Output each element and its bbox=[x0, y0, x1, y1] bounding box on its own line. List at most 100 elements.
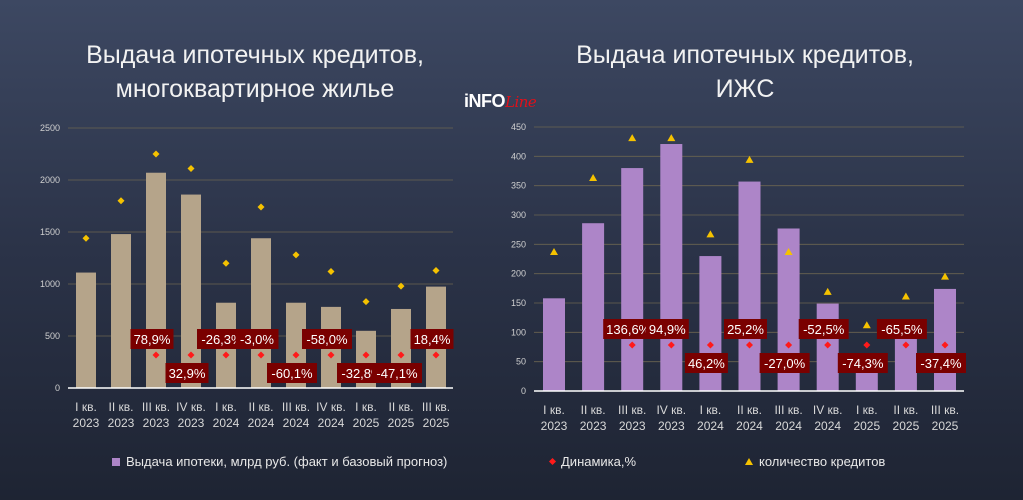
left-chart-title: Выдача ипотечных кредитов, многоквартирн… bbox=[86, 41, 424, 103]
left-x-tick-label: 2025 bbox=[388, 416, 415, 430]
right-dynamics-label: 25,2% bbox=[727, 322, 764, 337]
right-count-marker bbox=[745, 155, 754, 163]
right-x-tick-label: 2023 bbox=[541, 419, 568, 433]
left-dynamics-label: -47,1% bbox=[376, 366, 418, 381]
left-dynamics-label: -26,3% bbox=[201, 332, 243, 347]
left-x-tick-label: 2024 bbox=[283, 416, 310, 430]
left-dynamics-marker bbox=[222, 351, 230, 359]
left-bar bbox=[181, 194, 201, 388]
right-bar bbox=[621, 168, 644, 391]
right-dynamics-marker bbox=[785, 341, 793, 349]
left-x-tick-label: IV кв. bbox=[316, 400, 346, 414]
right-x-tick-label: II кв. bbox=[893, 403, 918, 417]
right-dynamics-label: -65,5% bbox=[881, 322, 923, 337]
left-dynamics-marker bbox=[397, 351, 405, 359]
right-count-marker bbox=[550, 247, 558, 255]
left-dynamics-marker bbox=[152, 351, 160, 359]
left-x-tick-label: I кв. bbox=[75, 400, 97, 414]
left-x-tick-label: II кв. bbox=[389, 400, 414, 414]
right-x-tick-label: I кв. bbox=[856, 403, 878, 417]
left-x-tick-label: 2025 bbox=[423, 416, 450, 430]
left-dynamics-label: -60,1% bbox=[271, 366, 313, 381]
right-dynamics-label-bg bbox=[603, 319, 654, 339]
logo-part1: iNFO bbox=[464, 91, 506, 111]
right-x-tick-label: I кв. bbox=[543, 403, 565, 417]
right-x-tick-label: 2023 bbox=[580, 419, 607, 433]
left-dynamics-label-bg bbox=[267, 363, 317, 383]
left-count-marker bbox=[117, 197, 125, 205]
left-dynamics-label: -58,0% bbox=[306, 332, 348, 347]
right-dynamics-marker bbox=[902, 341, 910, 349]
left-dynamics-label: 32,9% bbox=[169, 366, 206, 381]
left-x-tick-label: 2024 bbox=[318, 416, 345, 430]
right-x-tick-label: IV кв. bbox=[813, 403, 843, 417]
left-dynamics-label-bg bbox=[302, 329, 352, 349]
left-dynamics-label: -3,0% bbox=[240, 332, 274, 347]
left-count-marker bbox=[187, 165, 195, 173]
left-x-tick-label: 2024 bbox=[248, 416, 275, 430]
right-x-tick-label: 2024 bbox=[814, 419, 841, 433]
legend-label-bars: Выдача ипотеки, млрд руб. (факт и базовы… bbox=[126, 454, 448, 469]
right-dynamics-marker bbox=[628, 341, 636, 349]
right-dynamics-marker bbox=[863, 341, 871, 349]
left-count-marker bbox=[327, 268, 335, 276]
right-dynamics-label-bg bbox=[837, 353, 888, 373]
left-x-tick-label: 2023 bbox=[143, 416, 170, 430]
right-y-tick-label: 0 bbox=[521, 386, 526, 396]
right-dynamics-label-bg bbox=[798, 319, 849, 339]
legend-swatch-bar-icon bbox=[112, 457, 120, 466]
right-y-tick-label: 200 bbox=[511, 269, 526, 279]
legend-diamond-icon bbox=[548, 457, 557, 466]
right-x-tick-label: 2025 bbox=[932, 419, 959, 433]
right-dynamics-marker bbox=[824, 341, 832, 349]
right-x-tick-label: III кв. bbox=[618, 403, 646, 417]
right-x-tick-label: IV кв. bbox=[656, 403, 686, 417]
right-dynamics-label: -52,5% bbox=[803, 322, 845, 337]
right-dynamics-marker bbox=[706, 341, 714, 349]
infoline-logo: iNFOLine bbox=[464, 91, 537, 112]
left-dynamics-marker bbox=[362, 351, 370, 359]
left-bar bbox=[76, 272, 96, 388]
left-dynamics-label-bg bbox=[197, 329, 247, 349]
left-bar bbox=[111, 234, 131, 388]
left-count-marker bbox=[397, 282, 405, 290]
left-count-marker bbox=[82, 234, 90, 242]
right-y-tick-label: 450 bbox=[511, 122, 526, 132]
right-dynamics-label-bg bbox=[876, 319, 927, 339]
right-bar bbox=[660, 144, 683, 391]
right-dynamics-label-bg bbox=[916, 353, 966, 373]
left-y-tick-label: 2000 bbox=[40, 175, 60, 185]
right-dynamics-label: 136,6% bbox=[606, 322, 651, 337]
left-x-tick-label: I кв. bbox=[355, 400, 377, 414]
left-x-tick-label: III кв. bbox=[422, 400, 450, 414]
right-dynamics-label-bg bbox=[684, 353, 728, 373]
right-x-tick-label: 2023 bbox=[658, 419, 685, 433]
right-count-marker bbox=[628, 134, 637, 142]
left-dynamics-label-bg bbox=[410, 329, 454, 349]
left-x-tick-label: 2023 bbox=[108, 416, 135, 430]
left-x-tick-label: II кв. bbox=[249, 400, 274, 414]
right-count-marker bbox=[941, 272, 949, 280]
right-count-marker bbox=[667, 134, 676, 142]
right-dynamics-label-bg bbox=[759, 353, 810, 373]
right-count-marker bbox=[784, 247, 793, 255]
legend-label-dynamics: Динамика,% bbox=[561, 454, 637, 469]
right-dynamics-marker bbox=[746, 341, 753, 349]
right-count-marker bbox=[901, 292, 910, 300]
right-x-tick-label: III кв. bbox=[774, 403, 802, 417]
left-y-tick-label: 2500 bbox=[40, 123, 60, 133]
right-dynamics-label-bg bbox=[724, 319, 767, 339]
right-y-tick-label: 50 bbox=[516, 357, 526, 367]
right-y-tick-label: 350 bbox=[511, 181, 526, 191]
left-count-marker bbox=[222, 259, 230, 267]
left-dynamics-label-bg bbox=[130, 329, 174, 349]
right-dynamics-label: -74,3% bbox=[842, 356, 884, 371]
left-y-tick-label: 0 bbox=[55, 383, 60, 393]
right-x-tick-label: II кв. bbox=[581, 403, 606, 417]
legend-item-bars: Выдача ипотеки, млрд руб. (факт и базовы… bbox=[112, 454, 447, 469]
right-x-tick-label: 2024 bbox=[775, 419, 802, 433]
right-dynamics-label: 94,9% bbox=[649, 322, 686, 337]
left-bar bbox=[251, 238, 271, 388]
right-dynamics-label: -27,0% bbox=[764, 356, 806, 371]
